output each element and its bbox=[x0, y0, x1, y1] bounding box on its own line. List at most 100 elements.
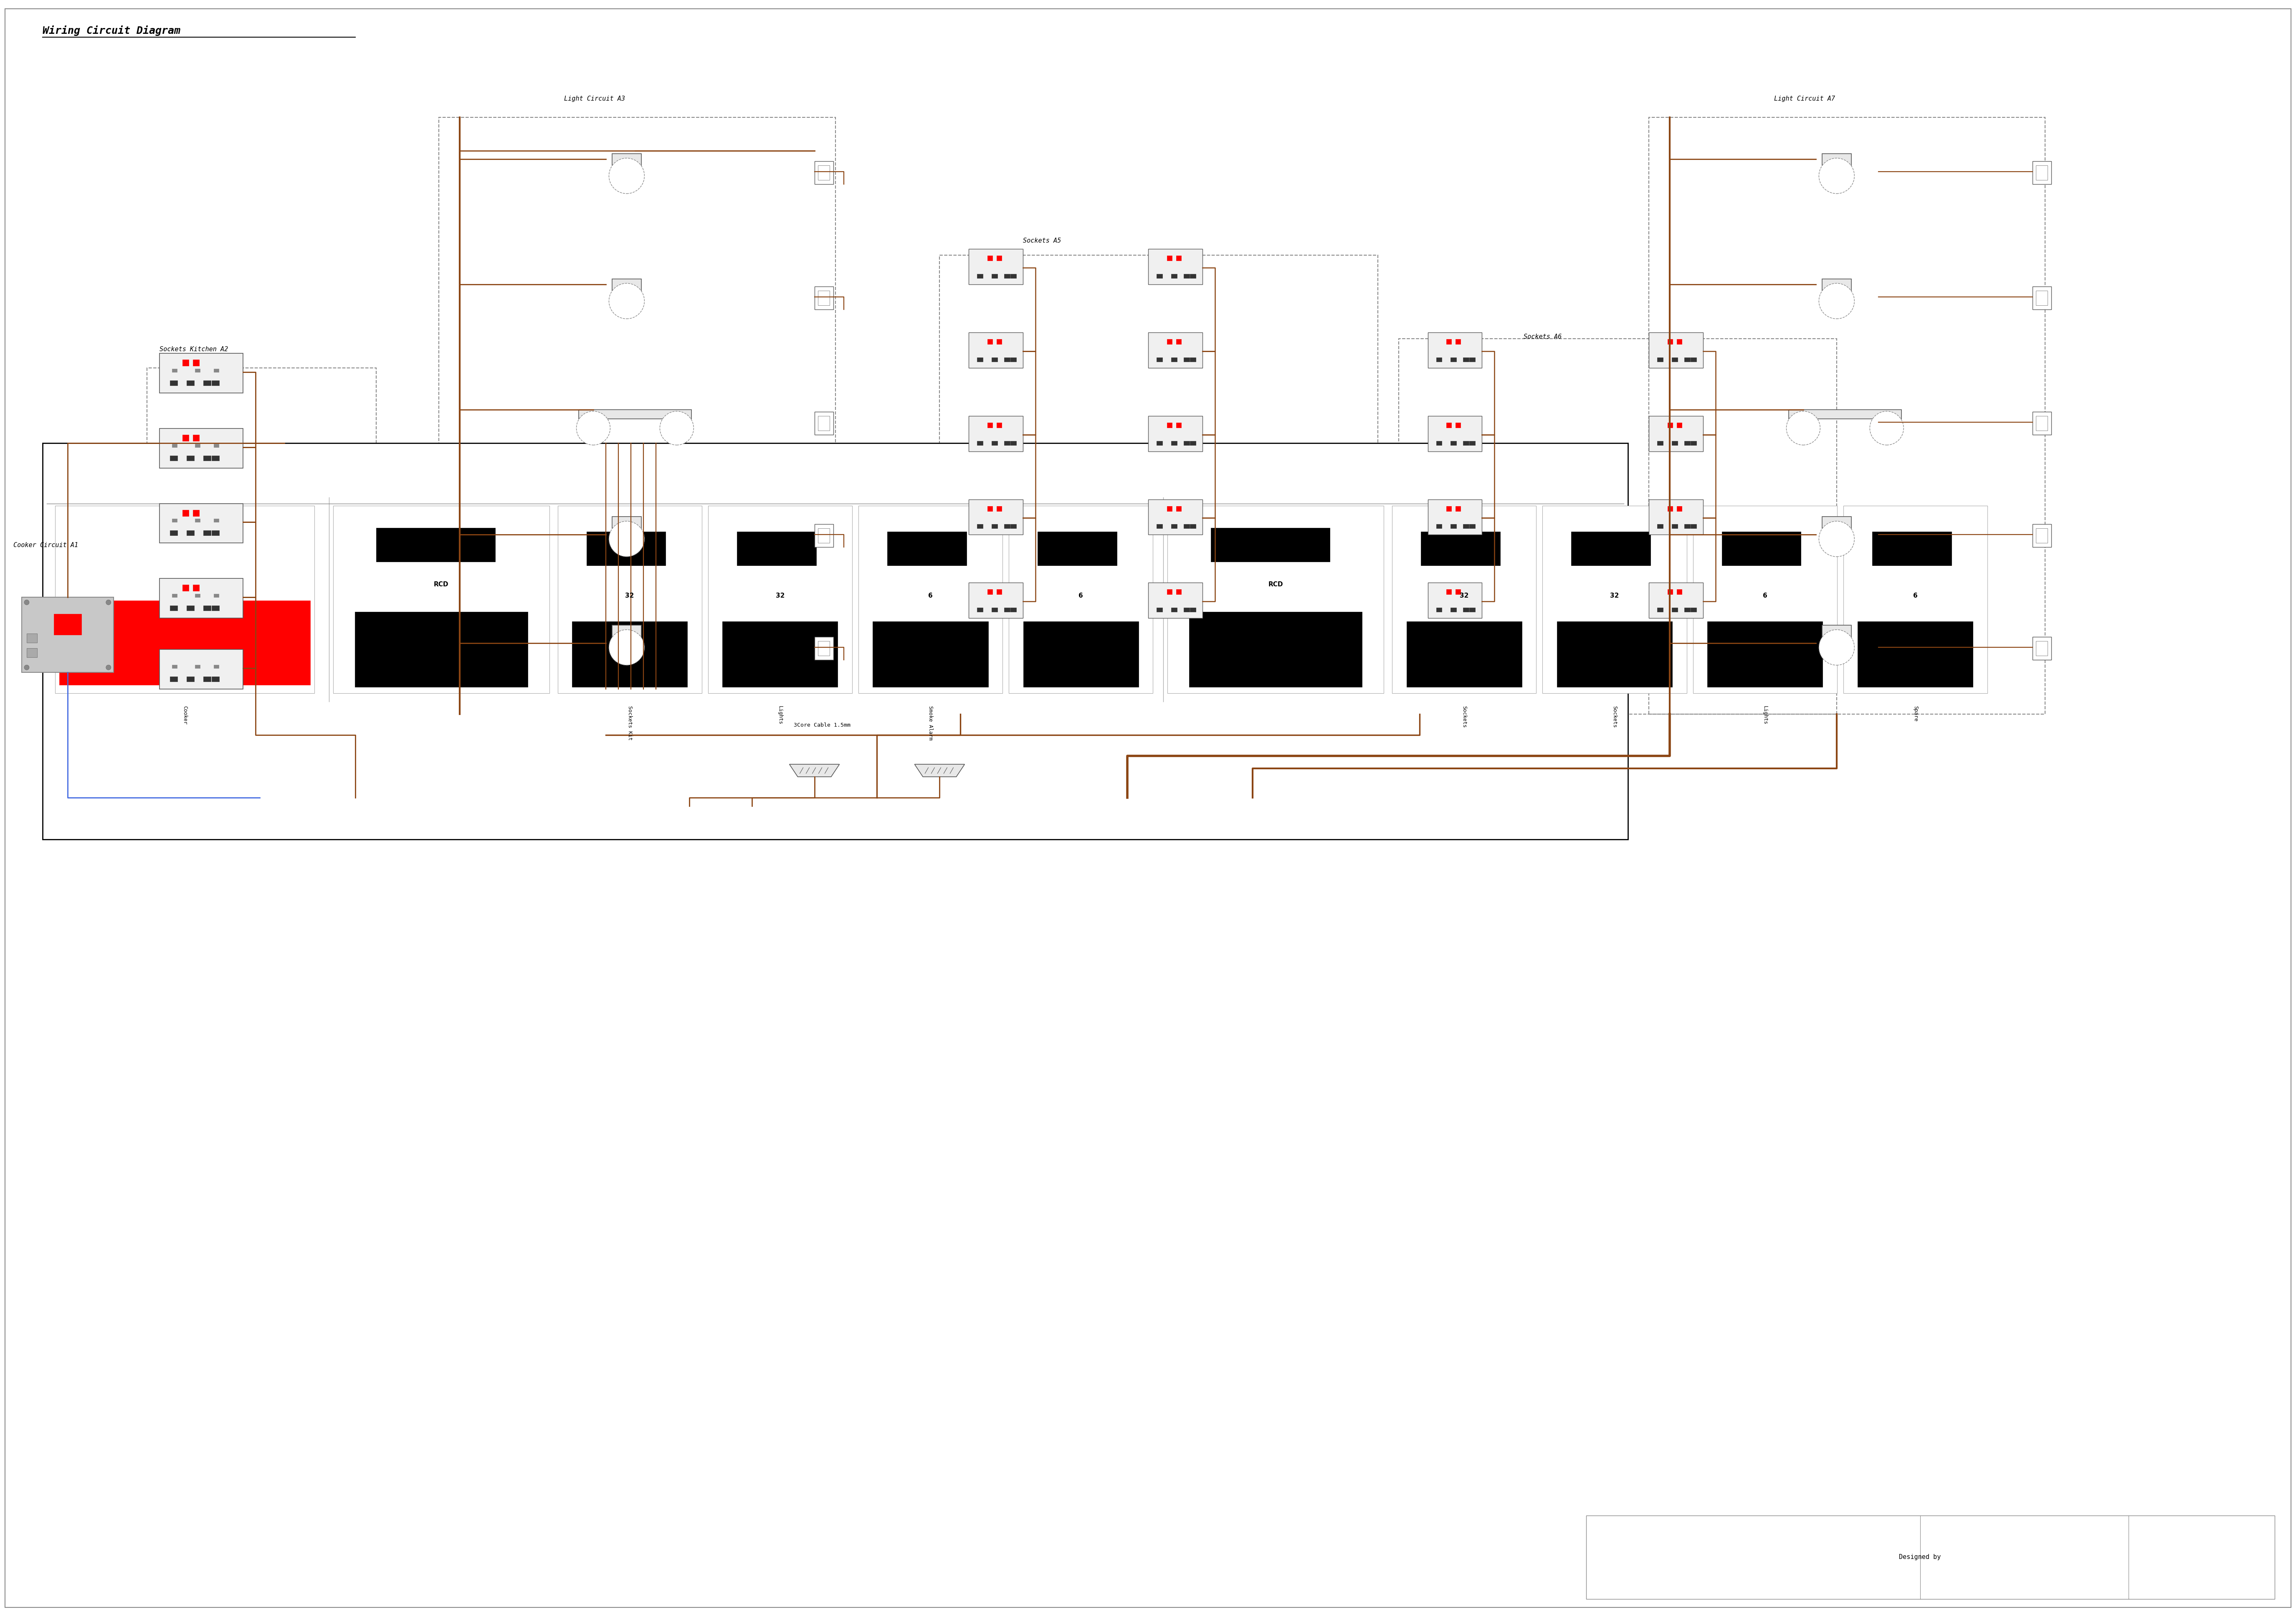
Bar bbox=[1463, 358, 1469, 361]
Bar bbox=[1690, 440, 1697, 445]
Bar bbox=[1823, 625, 1851, 637]
Bar bbox=[1421, 532, 1499, 566]
Bar bbox=[1685, 358, 1690, 361]
Bar bbox=[1844, 506, 1988, 693]
Text: 6: 6 bbox=[1763, 593, 1768, 598]
Bar bbox=[172, 369, 177, 372]
Text: 6: 6 bbox=[928, 593, 932, 598]
Bar bbox=[1685, 608, 1690, 613]
Bar bbox=[158, 650, 243, 690]
Bar bbox=[978, 524, 983, 529]
Bar bbox=[1463, 608, 1469, 613]
Circle shape bbox=[608, 284, 645, 319]
Bar bbox=[1446, 506, 1451, 511]
Bar bbox=[1667, 422, 1674, 427]
Bar bbox=[1189, 440, 1196, 445]
Bar bbox=[996, 506, 1001, 511]
Bar bbox=[815, 637, 833, 659]
Bar bbox=[872, 621, 987, 687]
Bar bbox=[1157, 524, 1162, 529]
Bar bbox=[1871, 532, 1952, 566]
Text: Lights: Lights bbox=[778, 706, 783, 725]
Bar bbox=[53, 614, 80, 635]
Bar bbox=[585, 532, 666, 566]
Bar bbox=[1166, 256, 1171, 261]
Bar bbox=[1658, 608, 1662, 613]
Bar bbox=[333, 506, 549, 693]
Bar bbox=[1708, 621, 1823, 687]
Text: Light Circuit A3: Light Circuit A3 bbox=[565, 95, 625, 102]
Bar bbox=[1171, 358, 1178, 361]
Bar bbox=[1667, 506, 1674, 511]
Bar bbox=[737, 532, 815, 566]
Circle shape bbox=[659, 411, 693, 445]
Bar bbox=[2037, 416, 2048, 430]
Bar bbox=[1003, 274, 1010, 279]
Bar bbox=[158, 579, 243, 619]
Text: 6: 6 bbox=[1079, 593, 1084, 598]
Bar bbox=[1722, 532, 1800, 566]
Bar bbox=[613, 625, 641, 637]
Bar bbox=[987, 506, 992, 511]
Bar bbox=[1451, 358, 1456, 361]
Bar bbox=[214, 443, 218, 447]
Bar bbox=[211, 380, 218, 385]
Bar bbox=[969, 582, 1024, 619]
Bar bbox=[1010, 524, 1017, 529]
Bar bbox=[1587, 1515, 2275, 1599]
Bar bbox=[1667, 339, 1674, 343]
Bar bbox=[214, 369, 218, 372]
Bar bbox=[1003, 608, 1010, 613]
Bar bbox=[1463, 440, 1469, 445]
Bar bbox=[1003, 440, 1010, 445]
Bar bbox=[558, 506, 703, 693]
Text: Designed by: Designed by bbox=[1899, 1554, 1940, 1560]
Text: Light Circuit A7: Light Circuit A7 bbox=[1775, 95, 1835, 102]
Bar bbox=[28, 634, 37, 643]
Bar bbox=[1435, 524, 1442, 529]
Bar bbox=[1435, 358, 1442, 361]
Bar bbox=[1469, 608, 1476, 613]
Bar bbox=[195, 369, 200, 372]
Bar bbox=[723, 621, 838, 687]
Bar bbox=[214, 593, 218, 598]
Bar bbox=[1690, 524, 1697, 529]
Bar bbox=[1658, 440, 1662, 445]
Bar bbox=[186, 606, 193, 611]
Bar bbox=[202, 380, 211, 385]
Bar bbox=[1010, 440, 1017, 445]
Text: 32: 32 bbox=[625, 593, 634, 598]
Bar bbox=[978, 440, 983, 445]
Bar bbox=[172, 519, 177, 522]
Bar bbox=[1428, 416, 1481, 451]
Bar bbox=[195, 664, 200, 669]
Polygon shape bbox=[914, 764, 964, 777]
Bar bbox=[1446, 422, 1451, 427]
Bar bbox=[2032, 411, 2053, 435]
Bar bbox=[170, 530, 177, 535]
Circle shape bbox=[25, 664, 30, 671]
Bar bbox=[1451, 524, 1456, 529]
Bar bbox=[1428, 582, 1481, 619]
Bar bbox=[1451, 440, 1456, 445]
Bar bbox=[1189, 524, 1196, 529]
Bar bbox=[354, 613, 528, 687]
Bar bbox=[1010, 274, 1017, 279]
Bar bbox=[1676, 339, 1683, 343]
Bar bbox=[1189, 274, 1196, 279]
Bar bbox=[1823, 279, 1851, 290]
Bar bbox=[572, 621, 687, 687]
Text: Wiring Circuit Diagram: Wiring Circuit Diagram bbox=[44, 26, 181, 35]
Bar bbox=[815, 411, 833, 435]
Bar bbox=[1692, 506, 1837, 693]
Text: Smoke Alarm: Smoke Alarm bbox=[928, 706, 932, 740]
Bar bbox=[2032, 161, 2053, 184]
Bar bbox=[969, 248, 1024, 284]
Circle shape bbox=[576, 411, 611, 445]
Bar bbox=[172, 593, 177, 598]
Bar bbox=[211, 677, 218, 682]
Bar bbox=[1407, 621, 1522, 687]
Bar bbox=[1024, 621, 1139, 687]
Bar bbox=[202, 456, 211, 461]
Bar bbox=[439, 118, 836, 714]
